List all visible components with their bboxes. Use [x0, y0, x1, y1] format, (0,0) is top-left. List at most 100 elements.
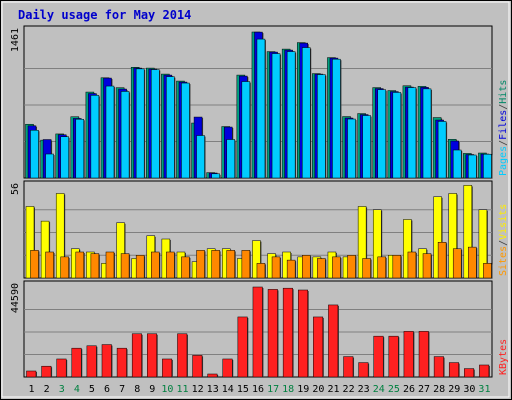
bar-pages-day-3	[60, 136, 69, 179]
legend-item: /	[498, 140, 509, 146]
bar-pages-day-19	[301, 47, 311, 179]
bar-sites-day-14	[226, 250, 236, 279]
bar-kbytes-day-2	[41, 365, 52, 378]
bar-kbytes-day-5	[86, 345, 97, 378]
bar-sites-day-18	[286, 259, 296, 279]
bar-sites-day-7	[120, 253, 130, 279]
x-tick-label: 5	[89, 384, 95, 395]
bar-kbytes-day-26	[403, 331, 414, 378]
bar-visits-day-31	[478, 209, 488, 279]
bar-sites-day-10	[166, 251, 175, 279]
bar-pages-day-27	[422, 88, 432, 179]
bar-kbytes-day-23	[358, 362, 369, 378]
bar-pages-day-1	[30, 129, 39, 179]
x-tick-label: 29	[448, 384, 460, 395]
x-tick-label: 27	[418, 384, 430, 395]
bar-kbytes-day-21	[328, 304, 339, 378]
bar-kbytes-day-18	[282, 287, 293, 378]
panel-bottom-legend: KBytes	[498, 339, 509, 375]
bar-visits-day-23	[357, 206, 367, 279]
bar-sites-day-15	[241, 250, 251, 279]
x-tick-label: 8	[134, 384, 140, 395]
x-tick-label: 16	[252, 384, 264, 395]
bar-pages-day-20	[317, 74, 326, 179]
x-tick-label: 24	[373, 384, 385, 395]
bar-sites-day-4	[75, 251, 85, 279]
bar-kbytes-day-15	[237, 316, 248, 378]
bar-pages-day-26	[407, 87, 417, 179]
bar-kbytes-day-16	[252, 286, 263, 378]
bar-sites-day-20	[317, 258, 326, 279]
bar-kbytes-day-4	[71, 347, 82, 378]
bar-pages-day-29	[452, 149, 462, 179]
x-tick-label: 25	[388, 384, 400, 395]
x-tick-label: 4	[74, 384, 80, 395]
bar-sites-day-17	[271, 256, 281, 279]
x-axis-labels: 1 2 3 4 5 6 7 8 9 10 11 12 13 14 15 16 17 18 19 20 21 22 23 24 2…	[29, 384, 491, 395]
bar-visits-day-26	[403, 219, 412, 279]
x-tick-label: 21	[327, 384, 339, 395]
bar-kbytes-day-19	[297, 289, 308, 378]
bar-kbytes-day-20	[313, 316, 324, 378]
bar-kbytes-day-10	[162, 358, 173, 378]
bar-pages-day-10	[166, 76, 175, 179]
bar-kbytes-day-1	[26, 370, 37, 378]
bar-pages-day-28	[437, 121, 447, 179]
bar-sites-day-25	[392, 255, 402, 279]
bar-pages-day-25	[392, 92, 402, 179]
x-tick-label: 13	[207, 384, 219, 395]
bar-pages-day-12	[196, 135, 205, 179]
bar-visits-day-1	[25, 206, 35, 279]
x-tick-label: 18	[282, 384, 294, 395]
bar-sites-day-11	[181, 256, 190, 279]
legend-item: Files	[498, 110, 509, 140]
panel-bottom: 44590 KBytes	[10, 280, 509, 378]
bar-pages-day-21	[332, 58, 341, 179]
bar-sites-day-21	[332, 256, 341, 279]
x-tick-label: 17	[267, 384, 279, 395]
panel-middle-legend: Sites/Visits	[498, 204, 509, 276]
bar-sites-day-27	[422, 253, 432, 279]
bar-kbytes-day-17	[267, 289, 278, 378]
bar-sites-day-31	[483, 263, 492, 279]
bar-pages-day-13	[211, 173, 220, 179]
bar-pages-day-23	[362, 115, 371, 179]
bar-pages-day-22	[347, 118, 356, 179]
bar-visits-day-30	[463, 185, 473, 279]
bar-kbytes-day-29	[448, 362, 459, 378]
bar-sites-day-6	[105, 251, 115, 279]
x-tick-label: 30	[463, 384, 475, 395]
bar-visits-day-16	[252, 240, 261, 279]
bar-visits-day-3	[55, 193, 65, 279]
bar-kbytes-day-11	[177, 333, 188, 378]
legend-item: Sites	[498, 246, 509, 276]
bar-kbytes-day-14	[222, 358, 233, 378]
bar-sites-day-13	[211, 250, 220, 279]
bar-kbytes-day-3	[56, 358, 67, 378]
bar-kbytes-day-30	[464, 368, 475, 378]
bar-kbytes-day-24	[373, 335, 384, 378]
bar-kbytes-day-6	[101, 344, 112, 378]
panel-top-legend: Pages/Files/Hits	[498, 80, 509, 176]
bar-kbytes-day-27	[418, 331, 429, 378]
x-tick-label: 7	[119, 384, 125, 395]
chart-title: Daily usage for May 2014	[18, 8, 191, 22]
bar-kbytes-day-31	[479, 364, 490, 378]
bar-sites-day-22	[347, 255, 356, 279]
bar-visits-day-28	[433, 196, 442, 279]
bar-sites-day-5	[90, 253, 100, 279]
bar-pages-day-4	[75, 118, 85, 179]
bar-visits-day-7	[116, 222, 125, 279]
bar-visits-day-24	[372, 209, 382, 279]
bar-kbytes-day-7	[116, 347, 127, 378]
bar-sites-day-1	[30, 250, 39, 279]
bar-pages-day-2	[45, 153, 54, 179]
x-tick-label: 9	[149, 384, 155, 395]
bar-pages-day-8	[135, 68, 145, 179]
legend-item: /	[498, 104, 509, 110]
bar-kbytes-day-8	[131, 333, 142, 378]
x-tick-label: 2	[44, 384, 50, 395]
bar-sites-day-19	[301, 255, 311, 279]
